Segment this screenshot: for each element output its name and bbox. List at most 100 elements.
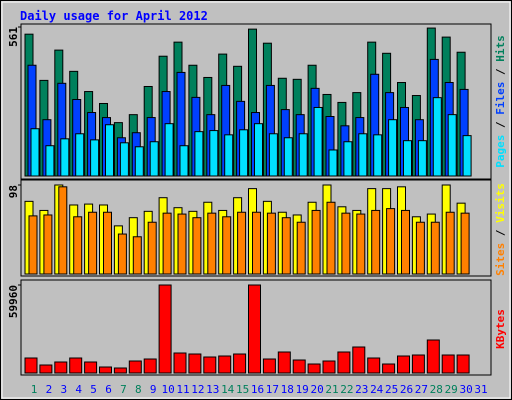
bar (388, 119, 398, 177)
legend-entry: Pages (494, 135, 507, 168)
legend-entry: Visits (494, 183, 507, 223)
x-tick-label: 20 (310, 383, 323, 396)
bar (283, 137, 293, 177)
bar (177, 213, 187, 275)
bar (45, 145, 55, 177)
bar (113, 367, 127, 374)
y-tick-label: 59960 (7, 285, 20, 318)
bar (415, 221, 425, 275)
x-tick-label: 25 (385, 383, 398, 396)
legend: Pages / Files / Hits (494, 35, 507, 168)
bar (358, 133, 368, 177)
bar (90, 139, 100, 177)
bar (371, 209, 381, 275)
bar (99, 366, 112, 374)
bar (203, 356, 217, 374)
bar (337, 351, 351, 374)
bar (54, 361, 68, 374)
bar (88, 211, 98, 275)
bar (367, 357, 381, 374)
bar (262, 358, 276, 374)
bar (194, 131, 204, 177)
bar (132, 236, 142, 275)
x-tick-label: 22 (340, 383, 353, 396)
bar (119, 142, 129, 177)
x-tick-label: 4 (75, 383, 82, 396)
x-tick-label: 1 (31, 383, 38, 396)
bar (134, 146, 144, 177)
legend-entry: Files (494, 82, 507, 115)
x-tick-label: 29 (445, 383, 458, 396)
x-tick-label: 11 (176, 383, 189, 396)
bar (343, 141, 353, 177)
bar (386, 208, 396, 275)
bar (158, 284, 172, 374)
x-tick-label: 21 (325, 383, 338, 396)
x-tick-label: 30 (459, 383, 472, 396)
bar (254, 123, 263, 177)
bar (162, 212, 172, 275)
x-tick-label: 19 (296, 383, 309, 396)
bar (322, 360, 336, 374)
bar (277, 351, 291, 374)
bar (105, 124, 114, 177)
bar (43, 214, 53, 275)
bar (222, 216, 232, 275)
x-tick-label: 17 (266, 383, 279, 396)
bar (328, 149, 338, 177)
y-tick-label: 98 (7, 185, 20, 198)
bar (298, 133, 308, 177)
x-tick-label: 14 (221, 383, 235, 396)
bar (432, 97, 442, 177)
x-tick-label: 18 (281, 383, 294, 396)
bar (268, 133, 278, 177)
bar (296, 221, 306, 275)
bar (356, 213, 366, 275)
bar (28, 215, 38, 275)
x-tick-label: 6 (105, 383, 112, 396)
x-tick-label: 2 (46, 383, 53, 396)
bar (128, 360, 142, 374)
bar (426, 339, 440, 374)
bar (39, 364, 53, 374)
bar (382, 363, 396, 374)
bar (341, 212, 351, 275)
x-tick-label: 31 (474, 383, 487, 396)
bar (292, 359, 306, 374)
bar (460, 212, 470, 275)
bar (441, 354, 455, 374)
bar (373, 134, 383, 177)
x-tick-label: 28 (430, 383, 443, 396)
legend-entry: Sites (494, 243, 507, 276)
bar (60, 138, 70, 177)
x-tick-label: 27 (415, 383, 428, 396)
legend: KBytes (494, 309, 507, 349)
bar (75, 133, 85, 177)
bar (209, 130, 219, 177)
bar (103, 211, 112, 275)
bar (417, 140, 427, 177)
chart-title: Daily usage for April 2012 (20, 9, 208, 23)
y-tick-label: 561 (7, 27, 20, 47)
x-tick-label: 26 (400, 383, 413, 396)
bar (164, 123, 174, 177)
legend-separator: / (494, 62, 507, 82)
bar (397, 355, 410, 374)
bar (401, 209, 410, 275)
legend: Sites / Visits (494, 183, 507, 276)
x-tick-label: 13 (206, 383, 219, 396)
bar (403, 140, 412, 177)
bar (30, 128, 40, 177)
legend-separator: / (494, 223, 507, 243)
x-tick-label: 5 (90, 383, 97, 396)
bar (445, 211, 455, 275)
legend-separator: / (494, 115, 507, 135)
x-tick-label: 12 (191, 383, 204, 396)
legend-entry: KBytes (494, 309, 507, 349)
bar (73, 216, 83, 275)
bar (147, 221, 157, 275)
legend-entry: Hits (494, 35, 507, 62)
x-tick-label: 15 (236, 383, 249, 396)
